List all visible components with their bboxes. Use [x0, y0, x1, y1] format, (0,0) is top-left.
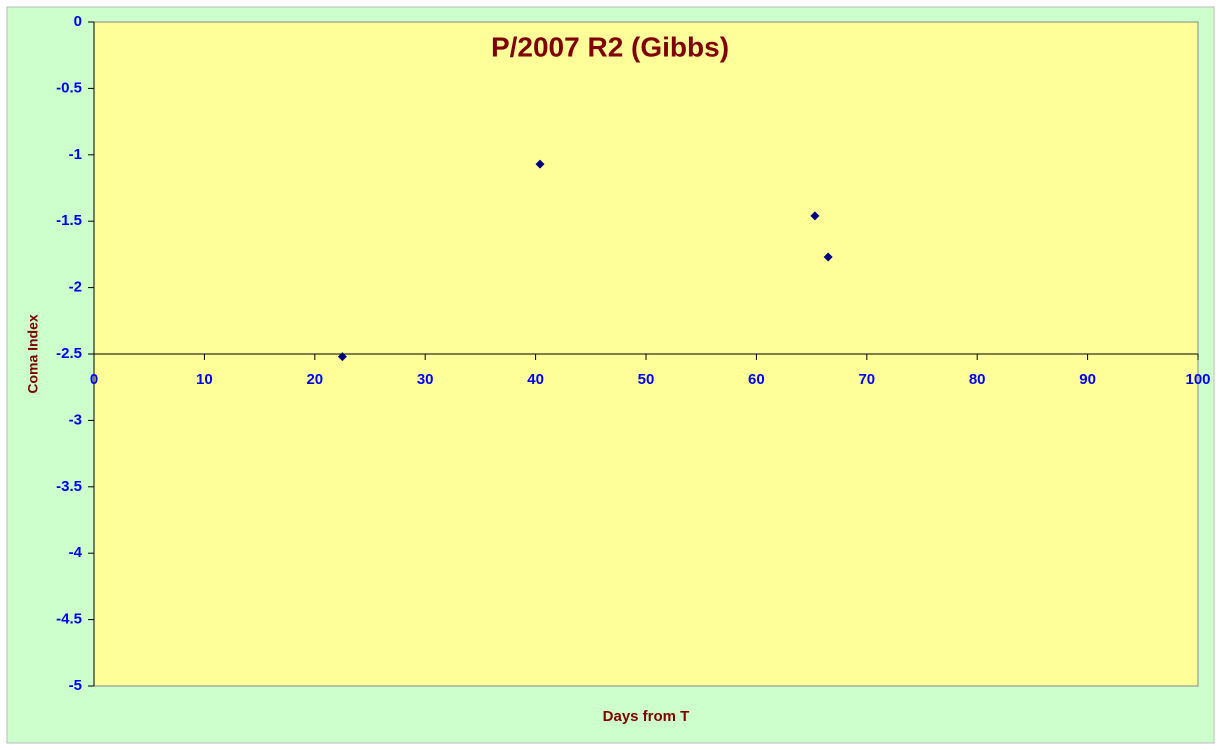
chart-title: P/2007 R2 (Gibbs) [491, 31, 729, 62]
x-axis-title: Days from T [603, 708, 690, 725]
data-point [337, 352, 347, 362]
y-tick-label: -4.5 [56, 611, 82, 628]
y-tick-label: -2 [69, 279, 82, 296]
y-tick-label: -3 [69, 411, 82, 428]
x-tick-label: 10 [196, 371, 213, 388]
y-tick-label: 0 [74, 13, 82, 30]
y-tick-label: -4 [69, 544, 83, 561]
data-point [810, 211, 820, 221]
x-tick-label: 20 [306, 371, 323, 388]
y-tick-label: -5 [69, 677, 82, 694]
x-tick-label: 70 [858, 371, 875, 388]
y-tick-label: -1 [69, 146, 82, 163]
y-tick-label: -3.5 [56, 478, 82, 495]
y-tick-label: -1.5 [56, 212, 82, 229]
x-tick-label: 40 [527, 371, 544, 388]
x-tick-label: 90 [1079, 371, 1096, 388]
y-tick-label: -2.5 [56, 345, 82, 362]
data-point [535, 159, 545, 169]
x-tick-label: 60 [748, 371, 765, 388]
x-tick-label: 0 [90, 371, 98, 388]
x-tick-label: 50 [638, 371, 655, 388]
y-tick-label: -0.5 [56, 79, 82, 96]
data-point [823, 252, 833, 262]
x-tick-label: 100 [1185, 371, 1210, 388]
y-axis-title: Coma Index [25, 314, 41, 394]
x-tick-label: 80 [969, 371, 986, 388]
x-tick-label: 30 [417, 371, 434, 388]
